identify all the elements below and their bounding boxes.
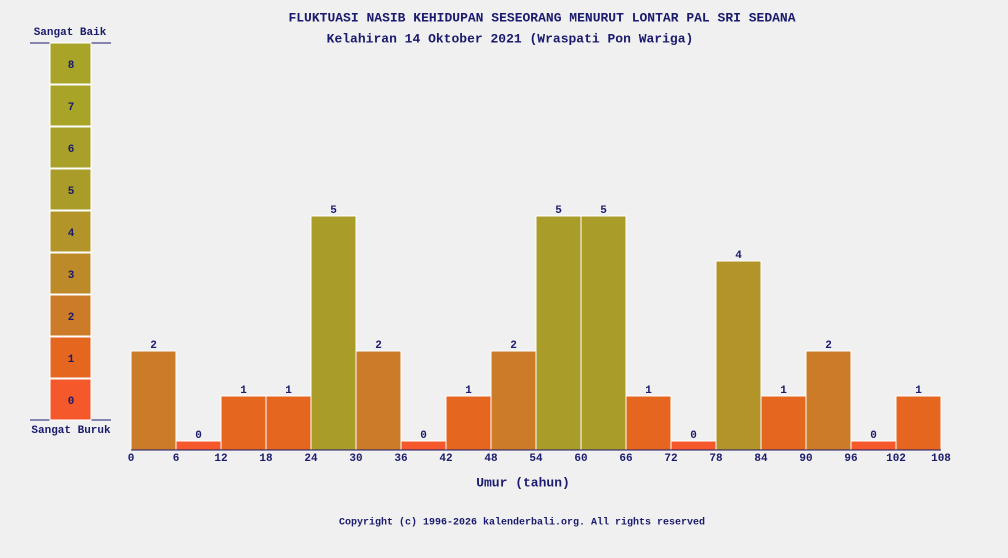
x-tick-label: 36: [394, 453, 407, 465]
bar: [670, 440, 717, 451]
bar: [850, 440, 897, 451]
scale-box: [49, 252, 92, 295]
x-tick-label: 66: [619, 453, 632, 465]
x-tick-label: 42: [439, 453, 452, 465]
scale-box: [49, 336, 92, 379]
bar: [175, 440, 222, 451]
data-label: 5: [555, 205, 562, 217]
x-tick-label: 12: [214, 453, 227, 465]
bar: [400, 440, 447, 451]
data-label: 2: [825, 340, 832, 352]
scale-box: [49, 84, 92, 127]
bar: [445, 395, 492, 451]
scale-top-label: Sangat Baik: [34, 27, 107, 39]
data-label: 1: [645, 385, 652, 397]
bar: [895, 395, 942, 451]
scale-box: [49, 168, 92, 211]
scale-level-label: 1: [68, 354, 75, 366]
data-label: 0: [690, 430, 697, 442]
x-tick-label: 84: [754, 453, 768, 465]
bar: [805, 350, 852, 451]
data-label: 2: [510, 340, 517, 352]
bar: [490, 350, 537, 451]
scale-level-label: 4: [68, 228, 75, 240]
x-tick-label: 72: [664, 453, 677, 465]
scale-box: [49, 294, 92, 337]
bar: [715, 260, 762, 451]
scale-level-label: 7: [68, 102, 75, 114]
data-label: 1: [915, 385, 922, 397]
copyright: Copyright (c) 1996-2026 kalenderbali.org…: [339, 517, 705, 529]
x-tick-label: 78: [709, 453, 723, 465]
data-label: 1: [240, 385, 247, 397]
bar: [265, 395, 312, 451]
scale-level-label: 0: [68, 396, 75, 408]
scale-level-label: 6: [68, 144, 75, 156]
x-tick-label: 108: [931, 453, 951, 465]
scale-bottom-label: Sangat Buruk: [31, 425, 111, 437]
x-tick-label: 48: [484, 453, 498, 465]
x-tick-label: 0: [128, 453, 135, 465]
bar: [760, 395, 807, 451]
bar: [355, 350, 402, 451]
chart-title: FLUKTUASI NASIB KEHIDUPAN SESEORANG MENU…: [288, 10, 795, 25]
x-tick-label: 18: [259, 453, 273, 465]
data-label: 0: [420, 430, 427, 442]
scale-level-label: 3: [68, 270, 75, 282]
x-tick-label: 30: [349, 453, 362, 465]
x-tick-label: 60: [574, 453, 587, 465]
chart-subtitle: Kelahiran 14 Oktober 2021 (Wraspati Pon …: [327, 31, 694, 46]
bar: [580, 215, 627, 451]
scale-box: [49, 210, 92, 253]
scale-box: [49, 42, 92, 85]
bar: [625, 395, 672, 451]
data-label: 0: [870, 430, 877, 442]
bar: [310, 215, 357, 451]
data-label: 0: [195, 430, 202, 442]
scale-box: [49, 126, 92, 169]
scale-level-label: 5: [68, 186, 75, 198]
x-tick-label: 96: [844, 453, 857, 465]
data-label: 2: [150, 340, 157, 352]
data-label: 5: [330, 205, 337, 217]
data-label: 1: [285, 385, 292, 397]
data-label: 5: [600, 205, 607, 217]
x-tick-label: 24: [304, 453, 318, 465]
x-tick-label: 90: [799, 453, 812, 465]
data-label: 2: [375, 340, 382, 352]
x-axis-label: Umur (tahun): [476, 475, 570, 490]
data-label: 1: [465, 385, 472, 397]
data-label: 1: [780, 385, 787, 397]
bar: [220, 395, 267, 451]
scale-level-label: 8: [68, 60, 75, 72]
bar: [535, 215, 582, 451]
scale-box: [49, 378, 92, 421]
x-tick-label: 6: [173, 453, 180, 465]
data-label: 4: [735, 250, 742, 262]
bar: [130, 350, 177, 451]
x-tick-label: 102: [886, 453, 906, 465]
x-tick-label: 54: [529, 453, 543, 465]
scale-level-label: 2: [68, 312, 75, 324]
